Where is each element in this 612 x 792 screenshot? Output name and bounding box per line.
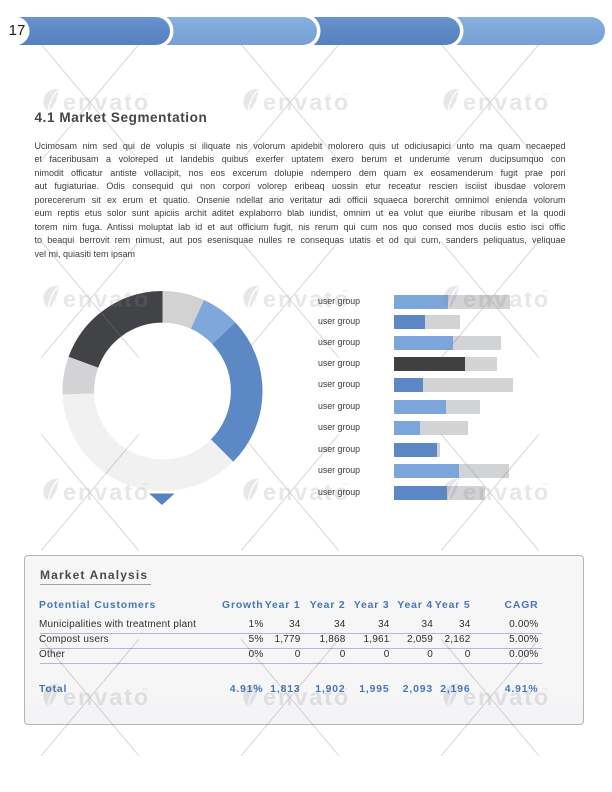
svg-text:™: ™ [342, 92, 348, 99]
svg-text:™: ™ [542, 289, 548, 296]
svg-text:™: ™ [542, 92, 548, 99]
svg-text:™: ™ [342, 92, 348, 99]
svg-text:envato: envato [263, 89, 350, 115]
svg-text:envato: envato [463, 89, 550, 115]
svg-text:™: ™ [542, 482, 548, 489]
svg-text:envato: envato [263, 89, 350, 115]
svg-text:™: ™ [542, 289, 548, 296]
svg-text:™: ™ [142, 92, 148, 99]
svg-text:envato: envato [463, 89, 550, 115]
svg-text:™: ™ [142, 92, 148, 99]
svg-text:™: ™ [542, 92, 548, 99]
svg-text:™: ™ [542, 482, 548, 489]
